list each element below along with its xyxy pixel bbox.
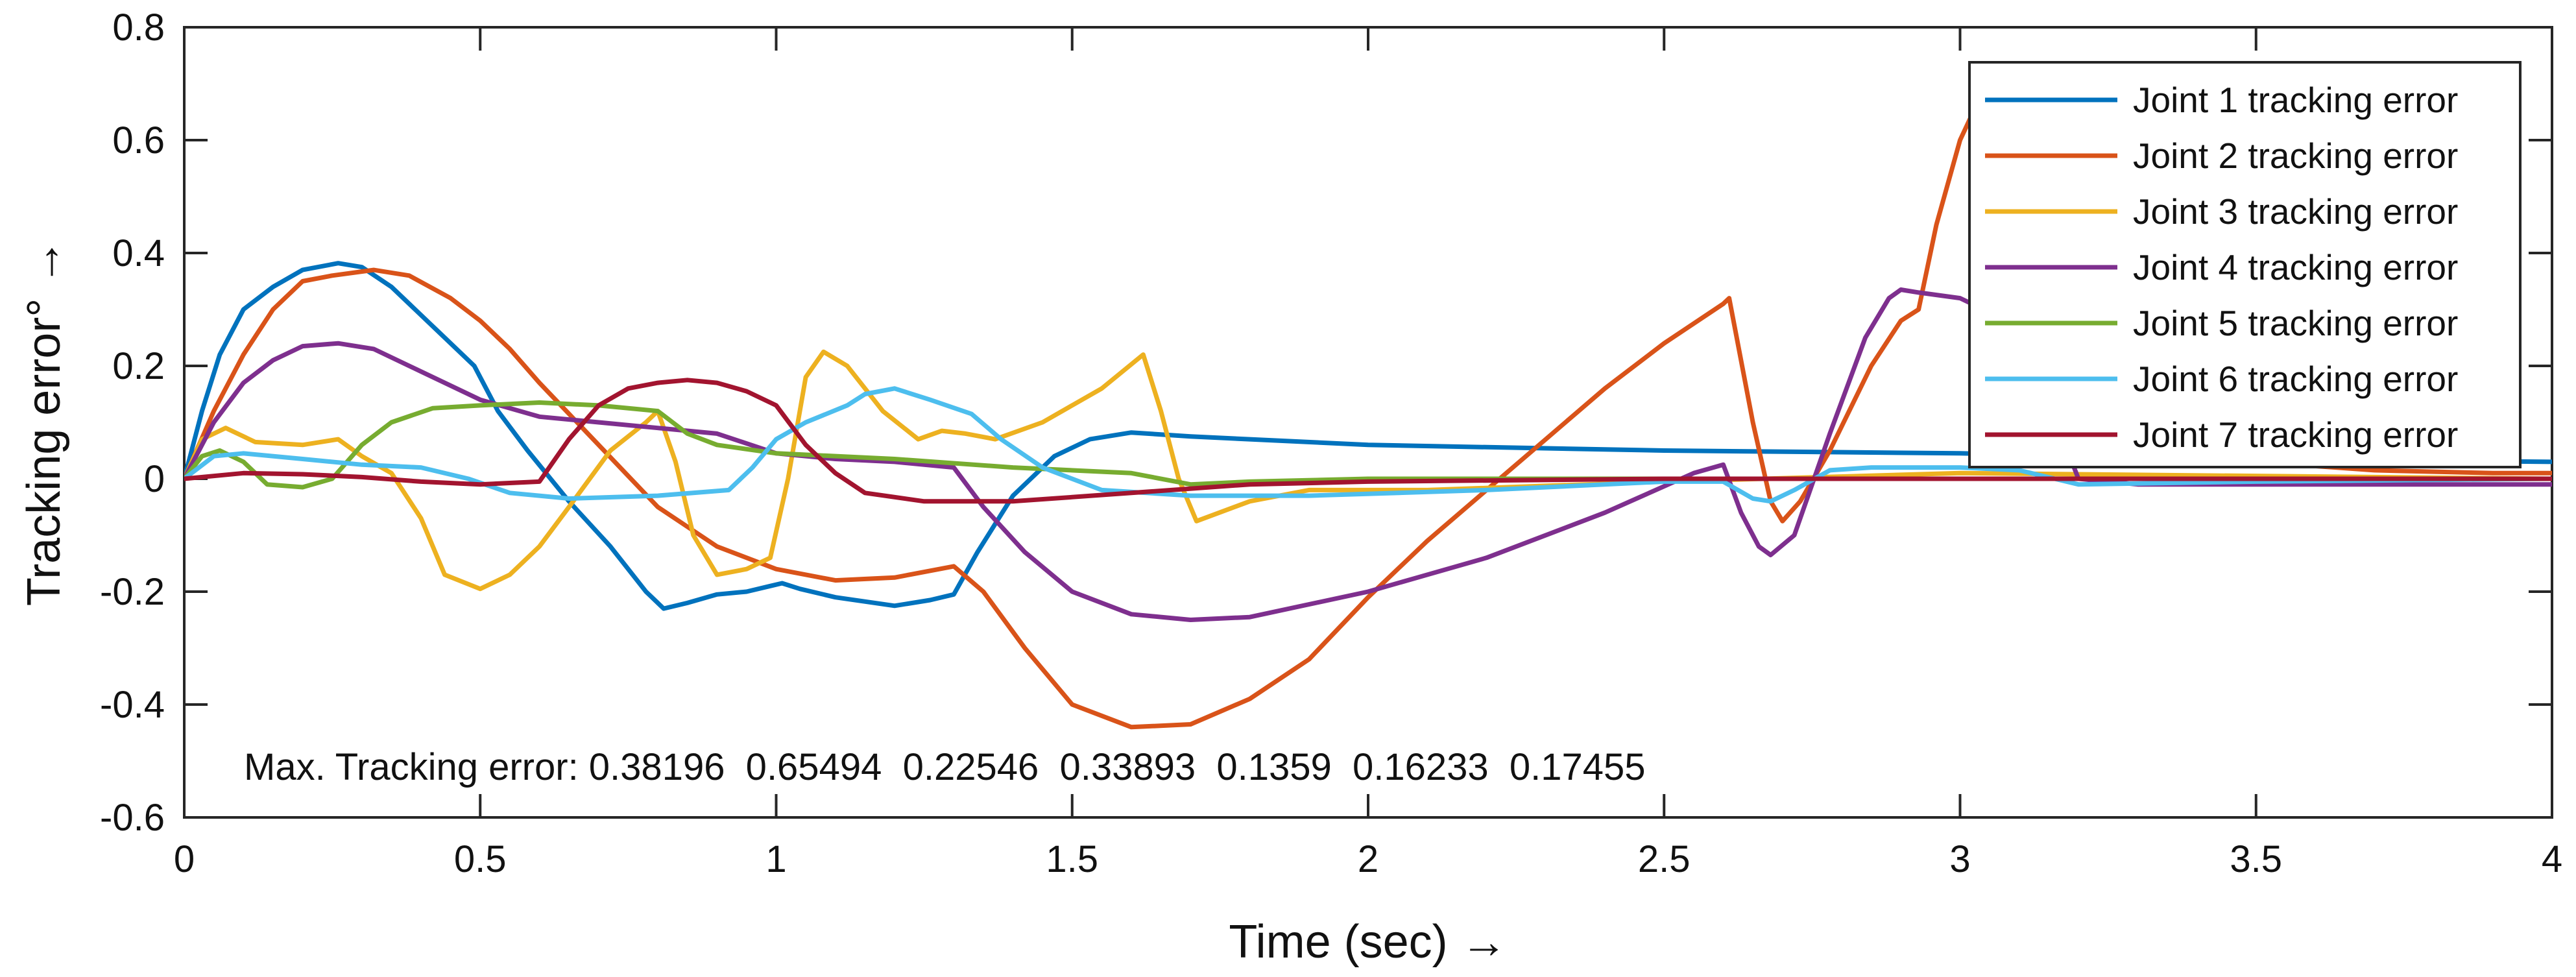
y-tick-label: 0.6 <box>112 119 165 162</box>
x-axis: 0 0.5 1 1.5 2 2.5 3 3.5 4 <box>174 27 2562 880</box>
x-tick-label: 4 <box>2542 838 2562 880</box>
x-tick-label: 3.5 <box>2230 838 2282 880</box>
x-tick-label: 2.5 <box>1638 838 1691 880</box>
y-axis-title: Tracking error° → <box>18 239 70 606</box>
y-tick-label: 0.4 <box>112 232 165 274</box>
series-line-joint-5 <box>184 400 2552 490</box>
series-lines <box>184 106 2552 730</box>
x-tick-label: 1.5 <box>1046 838 1098 880</box>
legend-label: Joint 4 tracking error <box>2133 247 2458 287</box>
max-error-annotation: Max. Tracking error: 0.38196 0.65494 0.2… <box>244 746 1646 788</box>
x-tick-label: 3 <box>1949 838 1970 880</box>
legend: Joint 1 tracking error Joint 2 tracking e… <box>1968 61 2522 468</box>
series-line-joint-1 <box>184 261 2552 611</box>
series-line-joint-6 <box>184 386 2552 504</box>
y-tick-label: -0.4 <box>100 684 165 726</box>
y-axis: -0.6 -0.4 -0.2 0 0.2 0.4 0.6 0.8 <box>100 6 2552 839</box>
legend-label: Joint 1 tracking error <box>2133 80 2458 120</box>
legend-label: Joint 7 tracking error <box>2133 415 2458 455</box>
x-tick-label: 0 <box>174 838 195 880</box>
x-tick-label: 0.5 <box>454 838 507 880</box>
legend-label: Joint 6 tracking error <box>2133 359 2458 399</box>
y-tick-label: -0.6 <box>100 797 165 839</box>
series-line-joint-3 <box>184 349 2552 592</box>
x-tick-label: 2 <box>1358 838 1378 880</box>
x-axis-title: Time (sec) → <box>1229 916 1507 968</box>
y-tick-label: 0 <box>144 458 165 500</box>
y-tick-label: -0.2 <box>100 571 165 613</box>
legend-label: Joint 3 tracking error <box>2133 191 2458 232</box>
y-tick-label: 0.2 <box>112 345 165 387</box>
series-line-joint-4 <box>184 287 2552 622</box>
y-tick-label: 0.8 <box>112 6 165 49</box>
legend-label: Joint 2 tracking error <box>2133 136 2458 176</box>
series-line-joint-7 <box>184 378 2552 504</box>
legend-label: Joint 5 tracking error <box>2133 303 2458 343</box>
x-tick-label: 1 <box>765 838 786 880</box>
legend-box <box>1968 61 2522 468</box>
